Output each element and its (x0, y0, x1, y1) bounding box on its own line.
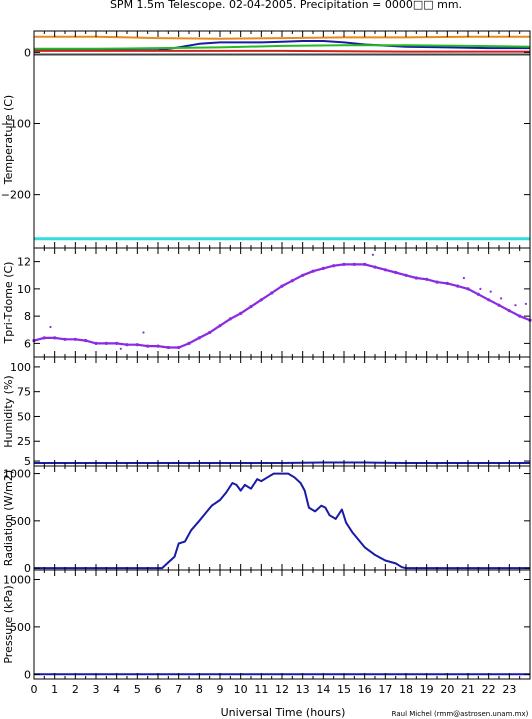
y-tick-label: 8 (24, 310, 31, 323)
data-point (371, 253, 374, 256)
x-axis-label: Universal Time (hours) (221, 706, 346, 719)
panel-frame (33, 465, 531, 571)
panel-frame (33, 30, 531, 249)
y-tick-label: 100 (10, 361, 31, 374)
series-line (34, 44, 531, 50)
x-tick-label: 18 (399, 683, 413, 696)
series-trace (33, 263, 531, 349)
y-tick-label: 0 (24, 46, 31, 59)
data-point (500, 297, 503, 300)
data-point (119, 347, 122, 350)
credit-text: Raul Michel (rmm@astrosen.unam.mx) (392, 710, 529, 718)
data-point (524, 302, 528, 305)
y-tick-label: 75 (17, 386, 31, 399)
series-line (34, 49, 530, 53)
panel-0: 0 −100 −200 Temperature (C) (1, 30, 531, 249)
x-tick-label: 9 (217, 683, 224, 696)
panel-frame (33, 247, 531, 358)
x-tick-label: 11 (254, 683, 268, 696)
y-tick-label: 50 (17, 410, 31, 423)
x-tick-label: 14 (316, 683, 330, 696)
x-tick-label: 4 (113, 683, 120, 696)
data-point (462, 276, 465, 280)
x-tick-label: 13 (296, 683, 310, 696)
x-tick-label: 0 (31, 683, 38, 696)
y-tick-label: 25 (17, 435, 31, 448)
x-tick-label: 20 (440, 683, 454, 696)
x-tick-label: 21 (461, 683, 475, 696)
x-axis: 0 1 2 3 4 5 6 7 8 9 10 11 12 13 14 15 16 17 18 19 20 21 22 23 (31, 683, 517, 696)
series-line (34, 472, 530, 570)
x-tick-label: 1 (51, 683, 58, 696)
x-tick-label: 16 (358, 683, 372, 696)
data-point (142, 331, 145, 334)
x-tick-label: 15 (337, 683, 351, 696)
y-tick-label: 500 (10, 621, 31, 634)
series-line (34, 35, 530, 40)
y-axis-label: Humidity (%) (2, 375, 15, 447)
x-tick-label: 22 (482, 683, 496, 696)
y-tick-label: 12 (17, 256, 31, 269)
y-tick-label: −100 (1, 117, 31, 130)
y-tick-label: 1000 (3, 573, 31, 586)
chart-title: SPM 1.5m Telescope. 02-04-2005. Precipit… (110, 0, 462, 11)
x-tick-label: 5 (134, 683, 141, 696)
panel-frame (33, 356, 531, 467)
x-tick-label: 6 (155, 683, 162, 696)
y-tick-label: 1000 (3, 468, 31, 481)
y-axis-label: Tpri-Tdome (C) (2, 262, 15, 345)
x-tick-label: 3 (93, 683, 100, 696)
data-point (49, 325, 52, 329)
y-tick-label: −200 (1, 189, 31, 202)
y-tick-label: 5 (24, 455, 31, 468)
y-axis-label: Pressure (kPa) (2, 585, 15, 663)
x-tick-label: 7 (175, 683, 182, 696)
y-tick-label: 6 (24, 337, 31, 350)
y-tick-label: 0 (24, 562, 31, 575)
y-tick-label: 500 (10, 515, 31, 528)
x-tick-label: 12 (275, 683, 289, 696)
x-tick-label: 8 (196, 683, 203, 696)
y-axis-label: Radiation (W/m2) (2, 470, 15, 566)
x-tick-label: 19 (420, 683, 434, 696)
chart-panels: 0 −100 −200 Temperature (C) 6 8 10 12Tpri-Tdome… (1, 30, 532, 681)
panel-frame (33, 569, 531, 680)
y-tick-label: 0 (24, 668, 31, 681)
data-point (489, 290, 492, 293)
data-point (479, 287, 482, 290)
x-tick-label: 10 (234, 683, 248, 696)
y-axis-label: Temperature (C) (2, 95, 15, 185)
x-tick-label: 23 (502, 683, 516, 696)
data-point (514, 304, 517, 307)
x-tick-label: 17 (378, 683, 392, 696)
y-tick-label: 10 (17, 283, 31, 296)
x-tick-label: 2 (72, 683, 79, 696)
